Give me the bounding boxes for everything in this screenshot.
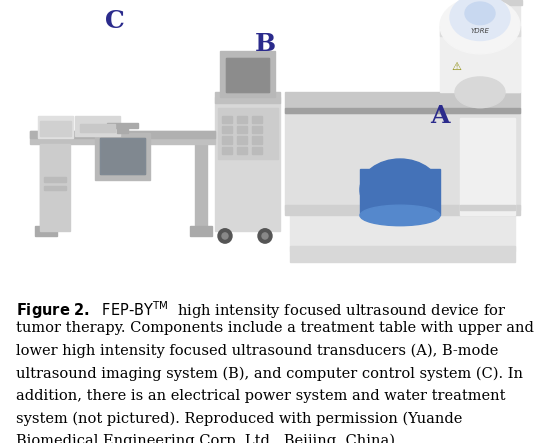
Bar bbox=[440, 31, 520, 92]
Bar bbox=[190, 225, 212, 236]
Ellipse shape bbox=[360, 205, 440, 225]
Bar bbox=[30, 131, 215, 139]
Text: YDRE: YDRE bbox=[470, 28, 490, 34]
Bar bbox=[222, 136, 232, 144]
Bar bbox=[285, 113, 520, 210]
Bar bbox=[80, 124, 115, 132]
Bar bbox=[226, 58, 269, 92]
Bar bbox=[252, 116, 262, 123]
Text: tumor therapy. Components include a treatment table with upper and: tumor therapy. Components include a trea… bbox=[16, 321, 534, 335]
Bar bbox=[218, 108, 278, 159]
Text: ⚠: ⚠ bbox=[451, 62, 461, 72]
Bar bbox=[252, 147, 262, 154]
Bar bbox=[100, 139, 145, 175]
Circle shape bbox=[222, 233, 228, 239]
Bar bbox=[215, 97, 280, 231]
Text: system (not pictured). Reproduced with permission (Yuande: system (not pictured). Reproduced with p… bbox=[16, 411, 462, 426]
Circle shape bbox=[218, 229, 232, 243]
Bar bbox=[222, 126, 232, 133]
Bar bbox=[290, 246, 515, 262]
Text: ultrasound imaging system (B), and computer control system (C). In: ultrasound imaging system (B), and compu… bbox=[16, 366, 523, 381]
Bar bbox=[44, 186, 66, 190]
Ellipse shape bbox=[455, 77, 505, 108]
Bar bbox=[222, 116, 232, 123]
Bar bbox=[237, 147, 247, 154]
Text: B: B bbox=[255, 32, 276, 56]
Bar bbox=[285, 205, 520, 215]
Polygon shape bbox=[285, 92, 520, 113]
Bar bbox=[285, 108, 520, 113]
Bar bbox=[237, 126, 247, 133]
Bar bbox=[35, 225, 57, 236]
Ellipse shape bbox=[465, 2, 495, 25]
Bar bbox=[44, 178, 66, 182]
Bar bbox=[220, 51, 275, 97]
Text: $\bf{Figure\ 2.}$  $\mathrm{FEP\text{-}BY}^{\mathrm{TM}}$  high intensity focuse: $\bf{Figure\ 2.}$ $\mathrm{FEP\text{-}BY… bbox=[16, 299, 506, 320]
Bar bbox=[237, 136, 247, 144]
Bar bbox=[290, 210, 515, 251]
Bar bbox=[222, 147, 232, 154]
Bar bbox=[252, 136, 262, 144]
Bar bbox=[440, 26, 520, 36]
Text: A: A bbox=[430, 104, 450, 128]
Bar bbox=[75, 116, 120, 136]
Bar bbox=[252, 126, 262, 133]
Bar bbox=[107, 123, 138, 128]
Circle shape bbox=[258, 229, 272, 243]
Bar bbox=[215, 92, 280, 103]
Text: C: C bbox=[105, 9, 125, 33]
Bar bbox=[226, 58, 269, 92]
Circle shape bbox=[262, 233, 268, 239]
Bar bbox=[38, 116, 73, 139]
Text: Biomedical Engineering Corp. Ltd., Beijing, China).: Biomedical Engineering Corp. Ltd., Beiji… bbox=[16, 434, 399, 443]
Bar bbox=[40, 121, 71, 136]
Bar bbox=[40, 139, 52, 231]
Ellipse shape bbox=[440, 0, 520, 54]
Bar bbox=[460, 205, 515, 210]
Bar bbox=[237, 116, 247, 123]
Bar bbox=[195, 139, 207, 231]
Bar bbox=[95, 133, 150, 179]
Bar bbox=[360, 169, 440, 215]
Ellipse shape bbox=[450, 0, 510, 40]
Bar bbox=[460, 118, 515, 215]
Bar bbox=[100, 139, 145, 175]
Bar bbox=[30, 131, 215, 144]
Bar bbox=[117, 125, 128, 133]
Bar bbox=[490, 0, 520, 92]
Bar bbox=[488, 0, 522, 5]
Text: addition, there is an electrical power system and water treatment: addition, there is an electrical power s… bbox=[16, 389, 506, 403]
Bar bbox=[40, 144, 70, 231]
Text: lower high intensity focused ultrasound transducers (A), B-mode: lower high intensity focused ultrasound … bbox=[16, 344, 498, 358]
Ellipse shape bbox=[360, 159, 440, 221]
